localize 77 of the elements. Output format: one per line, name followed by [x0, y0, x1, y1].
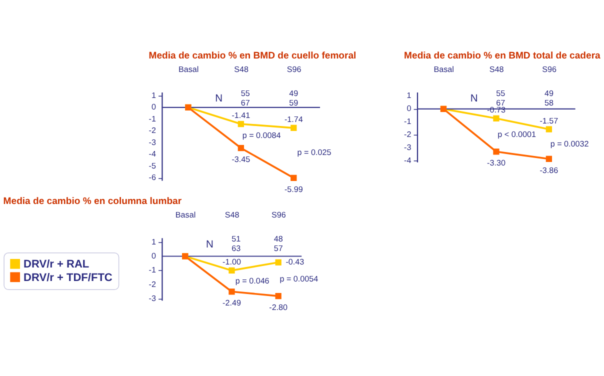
- point: [493, 115, 500, 122]
- annotation: 58: [544, 98, 554, 108]
- data-label: -1.57: [540, 116, 559, 126]
- point: [238, 144, 244, 152]
- point: [290, 124, 297, 131]
- y-tick-label: -1: [148, 114, 156, 124]
- annotation: 57: [274, 244, 284, 254]
- annotation: p = 0.0054: [280, 274, 319, 284]
- annotation: 55: [496, 88, 506, 98]
- chart-title: Media de cambio % en BMD total de cadera: [404, 50, 602, 62]
- annotation: 63: [232, 244, 242, 254]
- point: [275, 259, 282, 266]
- y-tick-label: -3: [148, 138, 156, 147]
- point: [238, 120, 244, 128]
- y-tick-label: 0: [151, 251, 156, 260]
- annotation: p = 0.0084: [242, 131, 282, 140]
- x-tick-label: Basal: [178, 64, 199, 74]
- annotation: 67: [496, 98, 506, 108]
- y-tick-label: -2: [148, 280, 156, 289]
- y-tick-label: -1: [148, 266, 156, 275]
- y-tick-label: -1: [404, 117, 412, 126]
- annotation: 67: [240, 98, 250, 108]
- annotation: 51: [232, 234, 242, 244]
- chart-title: Media de cambio % en BMD de cuello femoral: [148, 50, 356, 62]
- data-label: -1.00: [222, 258, 242, 267]
- y-tick-label: 1: [151, 237, 156, 246]
- annotation: 49: [544, 88, 554, 98]
- annotation: 49: [289, 88, 299, 98]
- point: [546, 156, 552, 162]
- x-tick-label: S48: [224, 210, 240, 220]
- legend-label: DRV/r + RAL: [24, 258, 90, 271]
- data-label: -0.43: [286, 258, 305, 267]
- annotation: 55: [240, 88, 250, 98]
- x-tick-label: Basal: [434, 64, 454, 74]
- y-tick-label: -6: [148, 173, 156, 182]
- chart-title: Media de cambio % en columna lumbar: [3, 196, 182, 207]
- x-tick-label: S96: [272, 210, 286, 220]
- point: [493, 148, 500, 155]
- annotation: p = 0.046: [235, 276, 270, 286]
- legend-label: DRV/r + TDF/FTC: [24, 272, 112, 284]
- x-tick-label: S96: [286, 64, 302, 74]
- annotation: p = 0.0032: [550, 139, 590, 148]
- point: [290, 174, 297, 182]
- y-tick-label: -2: [148, 126, 156, 136]
- data-label: -1.74: [284, 115, 304, 124]
- data-label: -5.99: [284, 184, 304, 194]
- y-tick-label: -5: [148, 161, 156, 170]
- point: [546, 126, 552, 132]
- annotation: 59: [289, 98, 299, 108]
- y-tick-label: -2: [404, 130, 412, 140]
- x-tick-label: S48: [489, 64, 504, 74]
- annotation: p < 0.0001: [498, 130, 537, 140]
- x-tick-label: S96: [542, 64, 558, 74]
- x-tick-label: S48: [234, 64, 249, 74]
- y-tick-label: 1: [151, 90, 156, 100]
- y-tick-label: 1: [406, 91, 412, 100]
- data-label: -3.45: [232, 155, 251, 164]
- annotation: 48: [274, 234, 284, 244]
- y-tick-label: 0: [151, 102, 156, 112]
- annotation: p = 0.025: [297, 148, 332, 158]
- y-tick-label: -3: [404, 142, 412, 152]
- y-tick-label: 0: [406, 104, 412, 114]
- point: [228, 288, 235, 295]
- x-tick-label: Basal: [175, 210, 196, 220]
- data-label: -1.41: [232, 111, 251, 120]
- annotation: N: [206, 239, 214, 250]
- data-label: -3.30: [487, 158, 506, 168]
- data-label: -2.80: [269, 303, 288, 312]
- data-label: -2.49: [222, 298, 242, 308]
- y-tick-label: -3: [148, 294, 156, 304]
- y-tick-label: -4: [404, 156, 412, 165]
- annotation: N: [215, 94, 223, 105]
- annotation: N: [470, 94, 478, 105]
- point: [275, 292, 282, 300]
- data-label: -3.86: [540, 166, 559, 175]
- y-tick-label: -4: [148, 150, 156, 159]
- point: [228, 267, 235, 274]
